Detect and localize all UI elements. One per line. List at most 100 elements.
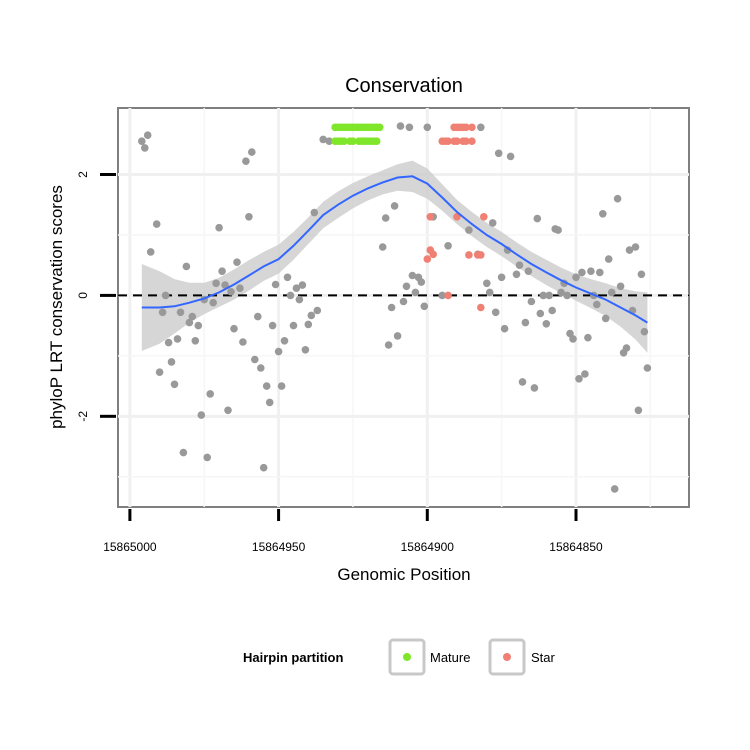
point-other (173, 335, 182, 343)
loess-curve (141, 175, 648, 324)
point-other (268, 321, 277, 330)
point-other (292, 284, 301, 293)
y-axis: -2 0 2 (76, 171, 116, 422)
point-other (283, 273, 292, 282)
point-other (604, 255, 613, 263)
point-other (230, 324, 238, 333)
point-other (518, 378, 527, 386)
point-other (155, 368, 164, 377)
point-other (179, 448, 188, 457)
point-other (158, 308, 167, 317)
point-other (548, 306, 556, 315)
point-other (325, 137, 334, 145)
legend-label-star: Star (531, 650, 556, 665)
point-other (465, 226, 473, 234)
point-star (477, 251, 485, 259)
point-other (536, 309, 545, 318)
legend-dot-star (503, 653, 511, 661)
point-star (426, 213, 435, 221)
point-other (584, 333, 592, 342)
point-other (572, 273, 580, 282)
point-other (197, 411, 206, 419)
point-other (643, 364, 652, 372)
point-other (191, 337, 200, 345)
point-other (399, 297, 408, 306)
point-mature (340, 137, 348, 145)
smooth-line (141, 175, 648, 324)
point-other (146, 248, 155, 256)
point-other (512, 270, 521, 279)
point-other (251, 355, 259, 364)
point-other (289, 321, 298, 330)
point-other (542, 320, 551, 328)
legend-title: Hairpin partition (243, 650, 343, 665)
point-other (524, 267, 533, 276)
point-other (176, 308, 185, 317)
point-other (301, 346, 310, 354)
x-tick-label: 15864950 (252, 540, 306, 554)
point-other (411, 288, 420, 297)
x-tick-label: 15864900 (401, 540, 455, 554)
point-other (527, 297, 536, 306)
point-other (554, 226, 562, 234)
y-tick-label: 0 (76, 292, 90, 299)
y-tick-label: -2 (76, 411, 90, 422)
point-other (402, 282, 411, 291)
point-other (257, 364, 265, 372)
chart-title: Conservation (345, 75, 463, 97)
point-other (209, 298, 217, 307)
x-axis-title: Genomic Position (337, 565, 470, 584)
point-other (438, 291, 447, 300)
point-other (396, 122, 405, 130)
point-other (206, 390, 214, 398)
point-other (224, 406, 232, 415)
legend-label-mature: Mature (430, 650, 470, 665)
point-other (242, 157, 250, 165)
point-other (607, 288, 616, 297)
point-other (310, 208, 319, 217)
x-tick-label: 15865000 (103, 540, 157, 554)
point-other (477, 123, 485, 132)
point-other (483, 279, 491, 288)
point-other (521, 318, 530, 327)
point-other (622, 344, 631, 352)
point-other (405, 123, 414, 132)
point-other (491, 308, 500, 317)
point-other (581, 370, 589, 378)
point-star (462, 137, 470, 145)
point-other (599, 210, 607, 218)
points-mature (331, 123, 384, 145)
point-other (616, 282, 625, 291)
point-other (563, 291, 571, 300)
point-other (640, 327, 649, 336)
point-other (515, 261, 524, 270)
point-other (274, 347, 283, 356)
point-other (631, 243, 640, 251)
point-other (218, 267, 226, 276)
point-other (227, 288, 235, 296)
point-other (634, 406, 643, 415)
point-other (170, 380, 179, 389)
legend: Hairpin partition Mature Star (243, 638, 556, 676)
point-other (265, 398, 274, 407)
point-other (587, 267, 595, 276)
x-tick-label: 15864850 (549, 540, 603, 554)
point-other (637, 270, 646, 279)
y-axis-title: phyloP LRT conservation scores (47, 185, 66, 429)
point-star (453, 137, 461, 145)
point-star (429, 250, 438, 259)
point-other (307, 311, 316, 320)
point-mature (375, 123, 384, 132)
point-other (593, 300, 601, 309)
point-other (393, 332, 402, 340)
point-other (575, 375, 583, 383)
point-other (417, 278, 426, 286)
point-other (381, 214, 390, 222)
point-star (480, 213, 488, 221)
point-other (485, 288, 494, 297)
point-other (384, 341, 393, 349)
point-other (545, 291, 553, 300)
point-other (503, 246, 512, 254)
point-other (610, 485, 619, 493)
point-other (167, 358, 176, 366)
